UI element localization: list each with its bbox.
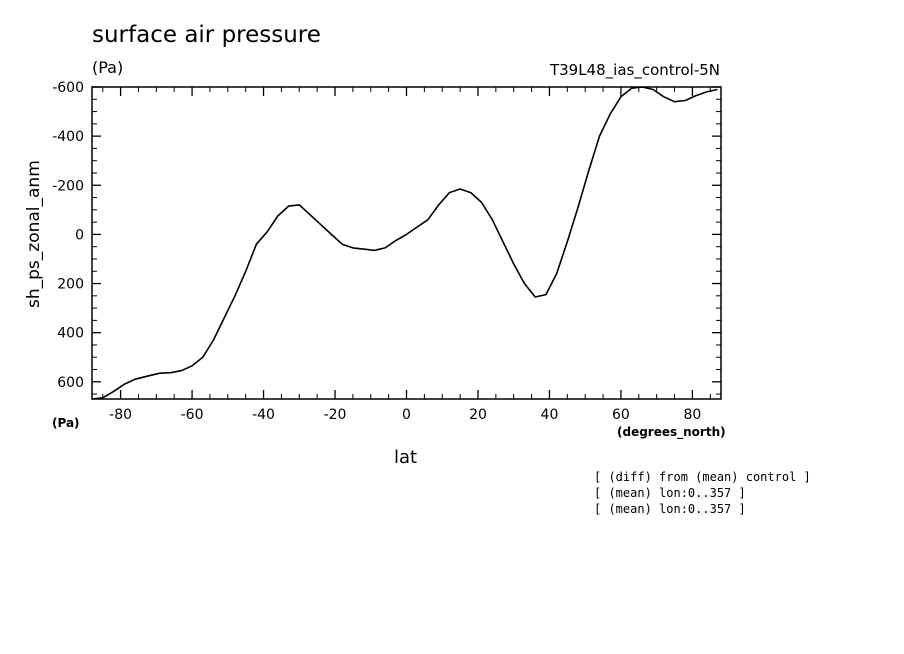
y-tick-label: -200 (52, 178, 84, 194)
x-tick-label: 40 (541, 407, 559, 423)
x-tick-label: -80 (109, 407, 132, 423)
x-tick-label: 20 (469, 407, 487, 423)
y-tick-label: 400 (57, 326, 84, 342)
y-tick-label: 600 (57, 375, 84, 391)
y-axis-units: (Pa) (52, 416, 80, 430)
x-tick-label: 60 (612, 407, 630, 423)
title-units: (Pa) (92, 58, 124, 77)
note-mean-lon-1: [ (mean) lon:0..357 ] (594, 486, 746, 500)
x-tick-label: 80 (683, 407, 701, 423)
x-axis-label: lat (394, 447, 418, 468)
series-line-0 (91, 86, 718, 400)
chart-title: surface air pressure (92, 22, 321, 48)
x-tick-label: 0 (402, 407, 411, 423)
run-label: T39L48_ias_control-5N (549, 61, 720, 79)
x-tick-label: -20 (324, 407, 347, 423)
note-mean-lon-2: [ (mean) lon:0..357 ] (594, 502, 746, 516)
x-axis-units: (degrees_north) (617, 425, 726, 439)
x-tick-label: -60 (181, 407, 204, 423)
y-tick-label: 0 (75, 227, 84, 243)
y-tick-label: -400 (52, 129, 84, 145)
plot-frame (91, 86, 722, 400)
y-tick-label: 200 (57, 277, 84, 293)
y-tick-label: -600 (52, 80, 84, 96)
x-tick-label: -40 (252, 407, 275, 423)
note-diff: [ (diff) from (mean) control ] (594, 470, 811, 484)
